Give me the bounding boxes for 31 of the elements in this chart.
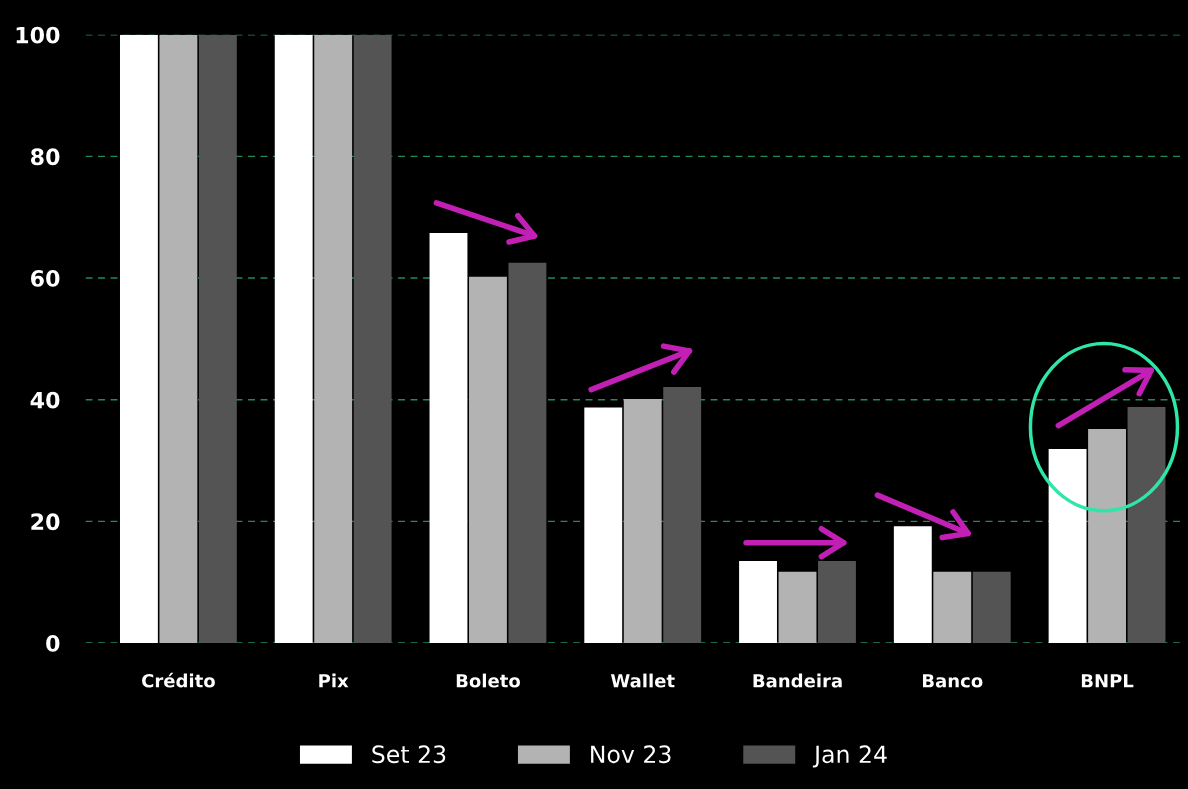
y-tick-label: 100 xyxy=(16,26,60,44)
bar xyxy=(314,34,353,644)
x-tick-label: Crédito xyxy=(142,672,215,688)
bar xyxy=(119,34,158,644)
bar xyxy=(274,34,313,644)
legend-label: Jan 24 xyxy=(812,745,887,768)
bar xyxy=(353,34,392,644)
bar xyxy=(778,571,817,644)
bar xyxy=(469,276,507,644)
x-tick-label: BNPL xyxy=(1081,674,1134,688)
legend-label: Nov 23 xyxy=(591,745,671,764)
bar xyxy=(198,34,237,644)
bar xyxy=(508,262,547,644)
x-tick-label: Wallet xyxy=(610,673,675,688)
y-tick-label: 20 xyxy=(31,513,60,531)
bar xyxy=(1048,448,1087,644)
bar xyxy=(159,34,198,644)
x-tick-label: Bandeira xyxy=(753,673,842,688)
x-tick-label: Boleto xyxy=(456,673,520,688)
y-tick-label: 80 xyxy=(30,148,60,166)
x-tick-label: Banco xyxy=(922,674,983,688)
bar xyxy=(933,571,972,644)
y-tick-label: 40 xyxy=(30,391,60,409)
bar xyxy=(972,571,1011,644)
bar xyxy=(739,560,777,644)
legend-label: Set 23 xyxy=(372,745,446,764)
y-tick-label: 60 xyxy=(30,269,60,287)
bar xyxy=(584,407,623,644)
x-tick-label: Pix xyxy=(319,673,349,688)
y-tick-label: 0 xyxy=(46,634,60,652)
bar xyxy=(623,399,662,644)
